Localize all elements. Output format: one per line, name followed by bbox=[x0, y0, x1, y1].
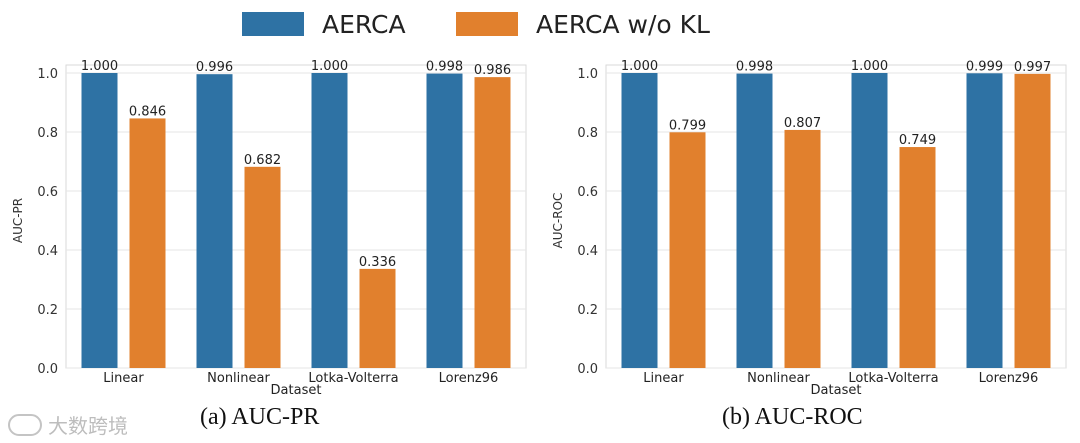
x-axis-label: Dataset bbox=[811, 383, 862, 398]
x-tick-label-nonlinear: Nonlinear bbox=[747, 371, 810, 386]
y-tick-label: 0.2 bbox=[37, 303, 58, 318]
x-tick-label-linear: Linear bbox=[103, 371, 144, 386]
bar-aerca-linear bbox=[621, 73, 658, 368]
data-label-aerca-w-o-kl-nonlinear: 0.682 bbox=[244, 153, 281, 168]
bar-aerca-lotka-volterra bbox=[851, 73, 888, 368]
x-tick-label-lotka-volterra: Lotka-Volterra bbox=[308, 371, 398, 386]
data-label-aerca-w-o-kl-lorenz96: 0.997 bbox=[1014, 60, 1051, 75]
y-axis-label: AUC-ROC bbox=[551, 193, 565, 249]
data-label-aerca-lotka-volterra: 1.000 bbox=[851, 59, 888, 74]
bar-aerca-w-o-kl-nonlinear bbox=[784, 129, 821, 368]
caption-auc-roc: (b) AUC-ROC bbox=[722, 404, 863, 430]
x-tick-label-lorenz96: Lorenz96 bbox=[979, 371, 1039, 386]
y-tick-label: 0.4 bbox=[37, 244, 58, 259]
legend-item-aerca-wo-kl: AERCA w/o KL bbox=[456, 9, 710, 39]
y-axis-label: AUC-PR bbox=[11, 198, 25, 243]
bar-aerca-lorenz96 bbox=[426, 73, 463, 368]
data-label-aerca-w-o-kl-linear: 0.799 bbox=[669, 118, 706, 133]
bar-aerca-w-o-kl-lorenz96 bbox=[474, 77, 511, 368]
bar-aerca-w-o-kl-nonlinear bbox=[244, 166, 281, 368]
bar-aerca-lotka-volterra bbox=[311, 73, 348, 368]
x-tick-label-lorenz96: Lorenz96 bbox=[439, 371, 499, 386]
chart-auc-roc: 0.0 0.2 0.4 0.6 0.8 1.0 AUC-ROC 1.000 0.799 Linea… bbox=[551, 59, 1067, 398]
data-label-aerca-w-o-kl-lotka-volterra: 0.336 bbox=[359, 255, 396, 270]
bar-aerca-linear bbox=[81, 73, 118, 368]
y-tick-label: 1.0 bbox=[577, 67, 598, 82]
data-label-aerca-lorenz96: 0.998 bbox=[426, 60, 463, 75]
x-axis-label: Dataset bbox=[271, 383, 322, 398]
watermark: 大数跨境 bbox=[8, 410, 128, 439]
bar-aerca-w-o-kl-lorenz96 bbox=[1014, 73, 1051, 368]
data-label-aerca-linear: 1.000 bbox=[81, 59, 118, 74]
legend: AERCA AERCA w/o KL bbox=[0, 0, 1080, 48]
data-label-aerca-lotka-volterra: 1.000 bbox=[311, 59, 348, 74]
y-tick-label: 0.8 bbox=[37, 126, 58, 141]
bar-aerca-w-o-kl-lotka-volterra bbox=[899, 147, 936, 368]
legend-swatch-aerca-wo-kl bbox=[456, 12, 518, 36]
chart-auc-pr: 0.0 0.2 0.4 0.6 0.8 1.0 AUC-PR 1.000 0.846 Linear… bbox=[11, 59, 527, 398]
data-label-aerca-w-o-kl-linear: 0.846 bbox=[129, 104, 166, 119]
data-label-aerca-w-o-kl-nonlinear: 0.807 bbox=[784, 116, 821, 131]
y-tick-label: 0.4 bbox=[577, 244, 598, 259]
y-tick-label: 0.6 bbox=[577, 185, 598, 200]
watermark-logo-icon bbox=[8, 413, 42, 436]
bar-aerca-lorenz96 bbox=[966, 73, 1003, 369]
x-tick-label-linear: Linear bbox=[643, 371, 684, 386]
data-label-aerca-w-o-kl-lotka-volterra: 0.749 bbox=[899, 133, 936, 148]
watermark-text: 大数跨境 bbox=[48, 414, 128, 438]
y-tick-label: 0.6 bbox=[37, 185, 58, 200]
x-tick-label-nonlinear: Nonlinear bbox=[207, 371, 270, 386]
legend-item-aerca: AERCA bbox=[242, 9, 406, 39]
bar-aerca-nonlinear bbox=[736, 73, 773, 368]
y-tick-label: 0.2 bbox=[577, 303, 598, 318]
bar-aerca-w-o-kl-linear bbox=[669, 132, 706, 368]
data-label-aerca-linear: 1.000 bbox=[621, 59, 658, 74]
data-label-aerca-nonlinear: 0.996 bbox=[196, 60, 233, 75]
data-label-aerca-lorenz96: 0.999 bbox=[966, 59, 1003, 74]
legend-swatch-aerca bbox=[242, 12, 304, 36]
y-tick-label: 0.8 bbox=[577, 126, 598, 141]
caption-auc-pr: (a) AUC-PR bbox=[200, 404, 320, 430]
legend-label-aerca-wo-kl: AERCA w/o KL bbox=[536, 9, 710, 39]
x-tick-label-lotka-volterra: Lotka-Volterra bbox=[848, 371, 938, 386]
legend-label-aerca: AERCA bbox=[322, 9, 406, 39]
bar-aerca-w-o-kl-lotka-volterra bbox=[359, 268, 396, 368]
data-label-aerca-w-o-kl-lorenz96: 0.986 bbox=[474, 63, 511, 78]
y-tick-label: 1.0 bbox=[37, 67, 58, 82]
data-label-aerca-nonlinear: 0.998 bbox=[736, 60, 773, 75]
y-tick-label: 0.0 bbox=[577, 362, 598, 377]
bar-aerca-nonlinear bbox=[196, 74, 233, 369]
y-tick-label: 0.0 bbox=[37, 362, 58, 377]
bar-aerca-w-o-kl-linear bbox=[129, 118, 166, 369]
